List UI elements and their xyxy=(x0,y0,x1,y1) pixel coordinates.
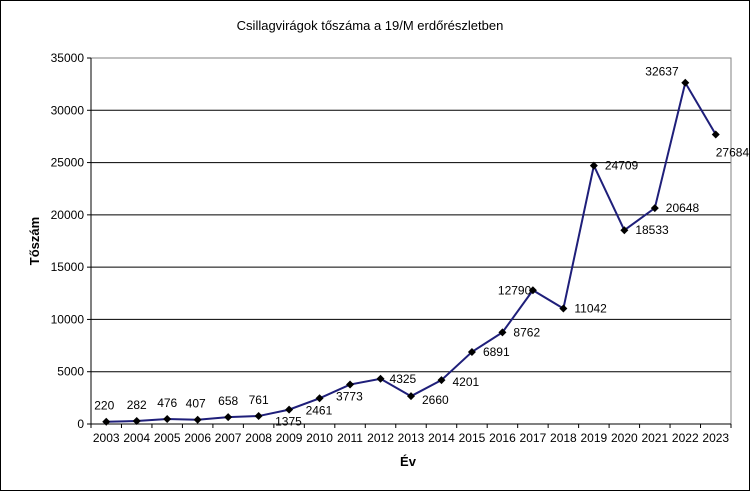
x-tick-label: 2016 xyxy=(489,431,516,445)
data-point xyxy=(224,413,233,422)
data-label: 4201 xyxy=(452,375,479,389)
y-tick-label: 20000 xyxy=(51,208,85,222)
x-tick-label: 2022 xyxy=(672,431,699,445)
data-label: 11042 xyxy=(574,302,607,316)
y-tick-label: 35000 xyxy=(51,51,85,65)
x-tick-label: 2014 xyxy=(428,431,455,445)
data-label: 2461 xyxy=(306,403,333,417)
data-point xyxy=(407,392,415,401)
data-point xyxy=(650,204,659,213)
x-tick-label: 2015 xyxy=(459,431,486,445)
data-label: 18533 xyxy=(635,223,669,237)
x-tick-label: 2019 xyxy=(581,431,608,445)
x-tick-label: 2005 xyxy=(154,431,181,445)
data-label: 20648 xyxy=(666,201,700,215)
data-label: 761 xyxy=(249,393,269,407)
y-tick-label: 10000 xyxy=(51,312,85,326)
data-point xyxy=(193,415,202,424)
y-tick-label: 0 xyxy=(77,417,84,431)
data-point xyxy=(681,78,690,87)
data-label: 24709 xyxy=(605,159,639,173)
x-tick-label: 2023 xyxy=(702,431,729,445)
data-point xyxy=(315,394,324,403)
data-label: 220 xyxy=(94,399,114,413)
x-tick-label: 2018 xyxy=(550,431,577,445)
plot-area xyxy=(90,57,732,425)
data-point xyxy=(102,417,111,426)
x-tick-label: 2020 xyxy=(611,431,638,445)
data-label: 3773 xyxy=(336,390,363,404)
data-point xyxy=(132,417,141,426)
x-tick-label: 2021 xyxy=(641,431,668,445)
x-tick-label: 2013 xyxy=(398,431,425,445)
x-tick-label: 2004 xyxy=(123,431,150,445)
y-tick-label: 15000 xyxy=(51,260,85,274)
y-tick-label: 30000 xyxy=(51,103,85,117)
y-axis-title: Tőszám xyxy=(27,217,42,265)
data-label: 32637 xyxy=(645,65,679,79)
data-point xyxy=(467,347,476,356)
data-label: 658 xyxy=(218,394,238,408)
data-point xyxy=(559,304,568,313)
data-label: 407 xyxy=(186,397,206,411)
y-axis: 0 5000 10000 15000 20000 25000 30000 35000 xyxy=(51,51,92,431)
data-label: 2660 xyxy=(422,393,449,407)
x-tick-label: 2012 xyxy=(367,431,394,445)
data-label: 27684 xyxy=(716,146,750,160)
x-tick-label: 2007 xyxy=(215,431,242,445)
data-point xyxy=(376,374,385,383)
data-label: 12790 xyxy=(498,283,532,297)
data-point xyxy=(437,376,446,385)
data-point xyxy=(285,405,294,414)
y-tick-label: 25000 xyxy=(51,156,85,170)
data-point xyxy=(711,130,720,139)
x-tick-label: 2011 xyxy=(337,431,363,445)
data-point xyxy=(163,415,172,424)
x-tick-label: 2008 xyxy=(245,431,272,445)
data-label: 6891 xyxy=(483,345,510,359)
data-label: 282 xyxy=(127,398,147,412)
data-label: 8762 xyxy=(513,325,540,339)
chart-title: Csillagvirágok tőszáma a 19/M erdőrészle… xyxy=(237,18,504,33)
data-point xyxy=(589,161,598,170)
x-tick-label: 2009 xyxy=(276,431,303,445)
data-label: 4325 xyxy=(390,372,417,386)
x-tick-label: 2003 xyxy=(93,431,120,445)
x-tick-label: 2010 xyxy=(306,431,333,445)
y-tick-label: 5000 xyxy=(57,365,84,379)
data-point xyxy=(498,328,507,337)
data-label: 476 xyxy=(157,396,177,410)
data-point xyxy=(528,286,537,295)
x-axis-title: Év xyxy=(400,454,417,469)
x-axis: 2003 2004 2005 2006 2007 2008 2009 2010 2011 2012… xyxy=(90,423,732,445)
x-tick-label: 2006 xyxy=(184,431,211,445)
gridlines xyxy=(91,57,731,373)
data-point xyxy=(254,412,263,421)
data-label: 1375 xyxy=(275,415,302,429)
series-line xyxy=(102,78,720,426)
data-point xyxy=(346,380,355,389)
data-point xyxy=(620,226,629,235)
x-tick-label: 2017 xyxy=(520,431,547,445)
